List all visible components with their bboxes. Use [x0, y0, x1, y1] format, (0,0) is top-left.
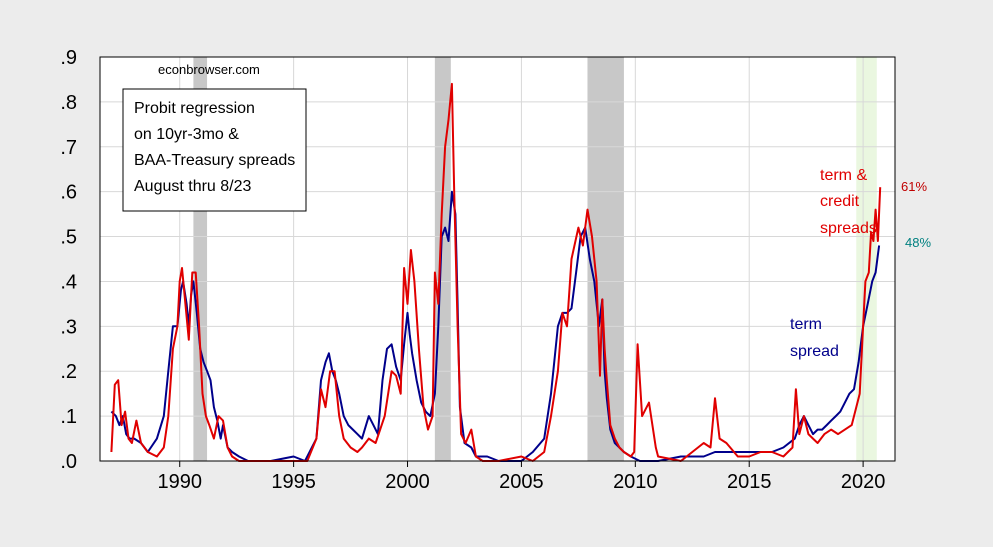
x-tick-label: 2015: [727, 471, 772, 493]
y-tick-label: .5: [60, 227, 77, 249]
info-line-3: BAA-Treasury spreads: [134, 152, 295, 169]
y-tick-label: .8: [60, 92, 77, 114]
recession-shade: [587, 57, 624, 461]
term-label-line-1: term: [790, 316, 822, 333]
y-tick-label: .6: [60, 182, 77, 204]
y-tick-label: .3: [60, 316, 77, 338]
info-line-4: August thru 8/23: [134, 178, 252, 195]
axis-labels: .0 .1 .2 .3 .4 .5 .6 .7 .8 .9 1990 1995 2000 2005 2010…: [60, 47, 885, 493]
y-tick-label: .4: [60, 271, 77, 293]
term-end-value: 48%: [905, 235, 931, 250]
y-tick-label: .7: [60, 137, 77, 159]
y-tick-label: .0: [60, 451, 77, 473]
term-series-label: term spread: [790, 316, 839, 360]
info-box: Probit regression on 10yr-3mo & BAA-Trea…: [122, 88, 307, 212]
credit-end-value: 61%: [901, 179, 927, 194]
credit-series-label: term & credit spreads: [820, 167, 877, 237]
y-tick-label: .9: [60, 47, 77, 69]
source-label: econbrowser.com: [158, 62, 260, 77]
x-tick-label: 2010: [613, 471, 658, 493]
series-layer: [110, 82, 882, 462]
info-line-2: on 10yr-3mo &: [134, 126, 239, 143]
x-tick-label: 2005: [499, 471, 544, 493]
credit-label-line-2: credit: [820, 193, 860, 210]
y-tick-label: .1: [60, 406, 77, 428]
x-tick-label: 2020: [841, 471, 886, 493]
plot-frame: [99, 56, 896, 462]
x-tick-label: 1990: [157, 471, 202, 493]
info-box-frame: [122, 88, 307, 212]
term-credit-spread-line: [110, 82, 882, 462]
credit-label-line-3: spreads: [820, 220, 877, 237]
credit-label-line-1: term &: [820, 167, 867, 184]
x-tick-label: 1995: [271, 471, 316, 493]
recession-shade: [434, 57, 451, 461]
info-line-1: Probit regression: [134, 100, 255, 117]
term-label-line-2: spread: [790, 343, 839, 360]
y-tick-label: .2: [60, 361, 77, 383]
x-tick-label: 2000: [385, 471, 430, 493]
forecast-period-shade: [856, 57, 877, 461]
